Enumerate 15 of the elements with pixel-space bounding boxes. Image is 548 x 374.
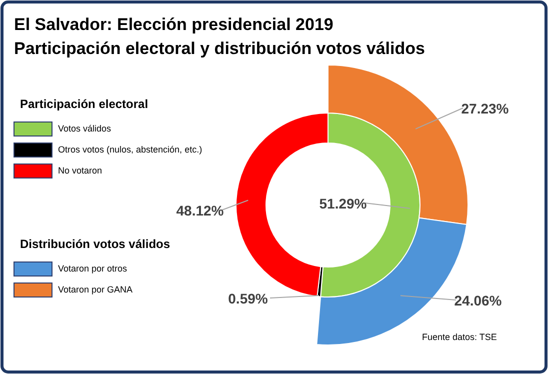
legend-title: Distribución votos válidos (20, 237, 170, 251)
data-label: 48.12% (176, 202, 224, 219)
data-label: 0.59% (228, 290, 268, 307)
legend-label: Votos válidos (58, 123, 112, 134)
data-label: 27.23% (461, 100, 510, 117)
legend-title: Participación electoral (20, 97, 148, 111)
chart-subtitle: Participación electoral y distribución votos válidos (14, 39, 425, 58)
source-note: Fuente datos: TSE (422, 332, 497, 342)
data-label: 51.29% (319, 196, 368, 212)
legend-label: Otros votos (nulos, abstención, etc.) (58, 144, 202, 154)
data-label: 24.06% (454, 292, 502, 309)
legend-label: Votaron por otros (58, 263, 128, 274)
legend-label: Votaron por GANA (58, 284, 133, 294)
legend-label: No votaron (58, 165, 102, 176)
chart-title: El Salvador: Elección presidencial 2019 (14, 15, 334, 34)
